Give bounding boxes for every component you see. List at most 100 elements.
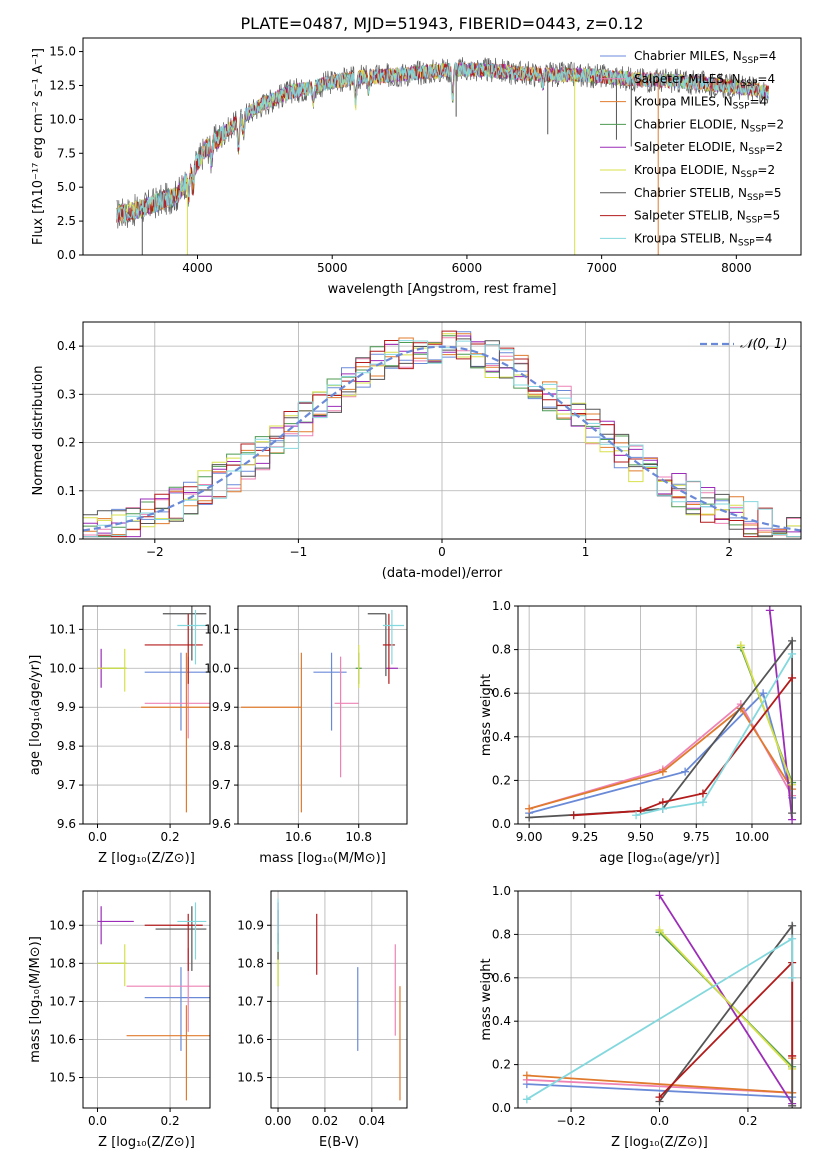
- weight_vs_Z-marker: [788, 1051, 797, 1060]
- mass_vs_EBV-xlabel: E(B-V): [319, 1135, 359, 1150]
- hist-step-kroupa-stelib: [83, 340, 801, 538]
- spectrum-frame: [82, 37, 802, 256]
- weight_vs_age-marker: [681, 767, 690, 776]
- legend-label-sub: SSP: [748, 147, 765, 157]
- legend-label-sub: SSP: [741, 170, 758, 180]
- age_vs_Z-panel: 0.0 0.2 9.6 9.7 9.8 9.9 10.0 10.1 Z [log₁₀(Z/Z⊙)…: [28, 605, 211, 866]
- spectrum-xtick-label: 4000: [182, 261, 213, 275]
- mass_vs_Z-ytick-label: 10.5: [49, 1071, 76, 1085]
- age_vs_Z-xlabel: Z [log₁₀(Z/Z⊙)]: [98, 851, 195, 866]
- panels: 4000 5000 6000 7000 80000.02.55.07.510.012.5…: [28, 37, 802, 1150]
- mass_vs_EBV-panel: 0.00 0.02 0.04 10.5 10.6 10.7 10.8 10.9 E(B-V): [237, 890, 408, 1150]
- weight_vs_age-xtick-label: 10.00: [735, 830, 769, 844]
- residual_histogram-plot-area: [83, 330, 801, 538]
- weight_vs_age-ytick-label: 0.0: [492, 817, 511, 831]
- mass_vs_Z-point-salpeter-stelib: [144, 913, 203, 971]
- spectrum-ytick-label: 0.0: [57, 248, 76, 262]
- residual_histogram-panel: −2 −1 0 1 2 0.0 0.1 0.2 0.3 0.4 (data-model)/error…: [31, 321, 802, 581]
- mass_vs_Z-frame: [82, 890, 211, 1109]
- residual_histogram-xtick-label: −1: [290, 545, 308, 559]
- weight_vs_age-marker: [788, 673, 797, 682]
- spectrum-plot-area: [116, 57, 770, 255]
- weight_vs_Z-ylabel: mass weight: [479, 958, 494, 1040]
- mass_vs_Z-point-chabrier-stelib: [155, 906, 207, 971]
- residual_histogram-xtick-label: 2: [725, 545, 733, 559]
- weight_vs_age-ytick-label: 0.2: [492, 773, 511, 787]
- residual_histogram-ytick-label: 0.3: [57, 387, 76, 401]
- age_vs_Z-ytick-label: 10.1: [49, 622, 76, 636]
- weight_vs_Z-plot-area: [522, 891, 797, 1108]
- legend-label-suffix: =4: [755, 231, 773, 245]
- age_vs_mass-xtick-label: 10.6: [285, 830, 312, 844]
- spectrum-xtick-label: 6000: [452, 261, 483, 275]
- residual_histogram-ylabel: Normed distribution: [31, 366, 46, 496]
- legend-label-sub: SSP: [747, 193, 764, 203]
- mass_vs_EBV-xtick-label: 0.00: [265, 1114, 292, 1128]
- weight_vs_age-panel: 9.00 9.25 9.50 9.75 10.00 0.0 0.2 0.4 0.6 0.8 1.0 a…: [479, 599, 802, 866]
- mass_vs_Z-point-chabrier-miles: [144, 967, 210, 1051]
- weight_vs_Z-ytick-label: 0.0: [492, 1101, 511, 1115]
- weight_vs_age-line-salpeter-elodie: [768, 610, 793, 820]
- legend-label-suffix: =2: [757, 163, 775, 177]
- weight_vs_age-marker: [788, 809, 797, 818]
- weight_vs_Z-marker: [655, 1093, 664, 1102]
- age_vs_mass-ytick-label: 10.0: [204, 661, 231, 675]
- legend-label: Kroupa ELODIE, NSSP=2: [634, 163, 775, 180]
- weight_vs_Z-ytick-label: 0.4: [492, 1014, 511, 1028]
- age_vs_mass-ytick-label: 9.7: [212, 778, 231, 792]
- weight_vs_Z-panel: −0.2 0.0 0.2 0.0 0.2 0.4 0.6 0.8 1.0 Z [log₁₀(Z/Z…: [479, 884, 802, 1150]
- legend-label: Kroupa STELIB, NSSP=4: [634, 231, 772, 248]
- weight_vs_Z-ytick-label: 0.8: [492, 927, 511, 941]
- legend-label: Kroupa MILES, NSSP=4: [634, 95, 767, 112]
- age_vs_mass-point-kroupa-stelib: [382, 609, 404, 665]
- age_vs_mass-plot-area: [241, 609, 404, 813]
- weight_vs_age-marker: [759, 689, 768, 698]
- weight_vs_age-marker: [788, 649, 797, 658]
- weight_vs_Z-marker: [788, 934, 797, 943]
- weight_vs_Z-line-kroupa-elodie: [658, 929, 793, 1070]
- weight_vs_Z-marker: [788, 973, 797, 982]
- residual_histogram-ytick-label: 0.1: [57, 484, 76, 498]
- spectrum-ytick-label: 15.0: [49, 45, 76, 59]
- age_vs_mass-point-kroupa-miles: [241, 652, 302, 813]
- mass_vs_Z-plot-area: [97, 902, 210, 1101]
- weight_vs_age-line-chabrier-miles: [528, 691, 793, 814]
- age_vs_Z-ytick-label: 9.9: [57, 700, 76, 714]
- weight_vs_age-xtick-label: 9.25: [571, 830, 598, 844]
- spectrum-xtick-label: 7000: [586, 261, 617, 275]
- age_vs_mass-frame: [237, 605, 408, 825]
- legend-label-text: Chabrier MILES, N: [634, 49, 742, 63]
- mass_vs_Z-xlabel: Z [log₁₀(Z/Z⊙)]: [98, 1135, 195, 1150]
- residual_histogram-ytick-label: 0.4: [57, 339, 76, 353]
- weight_vs_Z-ytick-label: 1.0: [492, 884, 511, 898]
- spectrum-ytick-label: 7.5: [57, 146, 76, 160]
- legend-label-suffix: =5: [763, 209, 781, 223]
- weight_vs_age-marker: [698, 798, 707, 807]
- weight_vs_age-xtick-label: 9.00: [516, 830, 543, 844]
- weight_vs_Z-xtick-label: −0.2: [556, 1114, 585, 1128]
- age_vs_Z-frame: [82, 605, 211, 825]
- mass_vs_Z-point-salpeter-elodie: [97, 906, 134, 945]
- legend-label-suffix: =2: [766, 117, 784, 131]
- residual_histogram-xtick-label: −2: [146, 545, 164, 559]
- legend-label: Chabrier STELIB, NSSP=5: [634, 186, 782, 203]
- age_vs_Z-ytick-label: 9.7: [57, 778, 76, 792]
- weight_vs_Z-xlabel: Z [log₁₀(Z/Z⊙)]: [611, 1135, 708, 1150]
- weight_vs_age-ytick-label: 0.8: [492, 643, 511, 657]
- mass_vs_EBV-xtick-label: 0.04: [358, 1114, 385, 1128]
- weight_vs_age-marker: [569, 811, 578, 820]
- age_vs_Z-plot-area: [97, 606, 210, 813]
- weight_vs_age-line-kroupa-miles: [528, 707, 793, 810]
- age_vs_mass-xtick-label: 10.8: [345, 830, 372, 844]
- weight_vs_Z-line-salpeter-stelib: [658, 960, 794, 1098]
- legend-label-sub: SSP: [742, 56, 759, 66]
- legend-label-sub: SSP: [738, 238, 755, 248]
- age_vs_Z-ytick-label: 10.0: [49, 661, 76, 675]
- age_vs_Z-point-chabrier-miles: [144, 652, 210, 731]
- mass_vs_Z-xtick-label: 0.0: [88, 1114, 107, 1128]
- legend-label-sub: SSP: [750, 124, 767, 134]
- legend-label: Chabrier ELODIE, NSSP=2: [634, 117, 784, 134]
- mass_vs_Z-point-kroupa-stelib: [177, 902, 207, 960]
